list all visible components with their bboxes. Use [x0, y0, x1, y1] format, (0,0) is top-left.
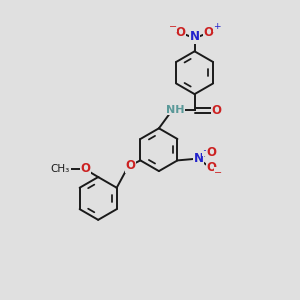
Text: O: O	[206, 146, 216, 159]
Text: +: +	[202, 146, 210, 155]
Text: O: O	[81, 162, 91, 175]
Text: O: O	[204, 26, 214, 39]
Text: −: −	[169, 22, 177, 32]
Text: CH₃: CH₃	[51, 164, 70, 174]
Text: O: O	[211, 104, 221, 117]
Text: O: O	[206, 161, 216, 174]
Text: +: +	[213, 22, 221, 32]
Text: N: N	[190, 30, 200, 43]
Text: O: O	[126, 159, 136, 172]
Text: −: −	[214, 168, 223, 178]
Text: N: N	[194, 152, 204, 165]
Text: O: O	[175, 26, 185, 39]
Text: NH: NH	[166, 105, 184, 115]
